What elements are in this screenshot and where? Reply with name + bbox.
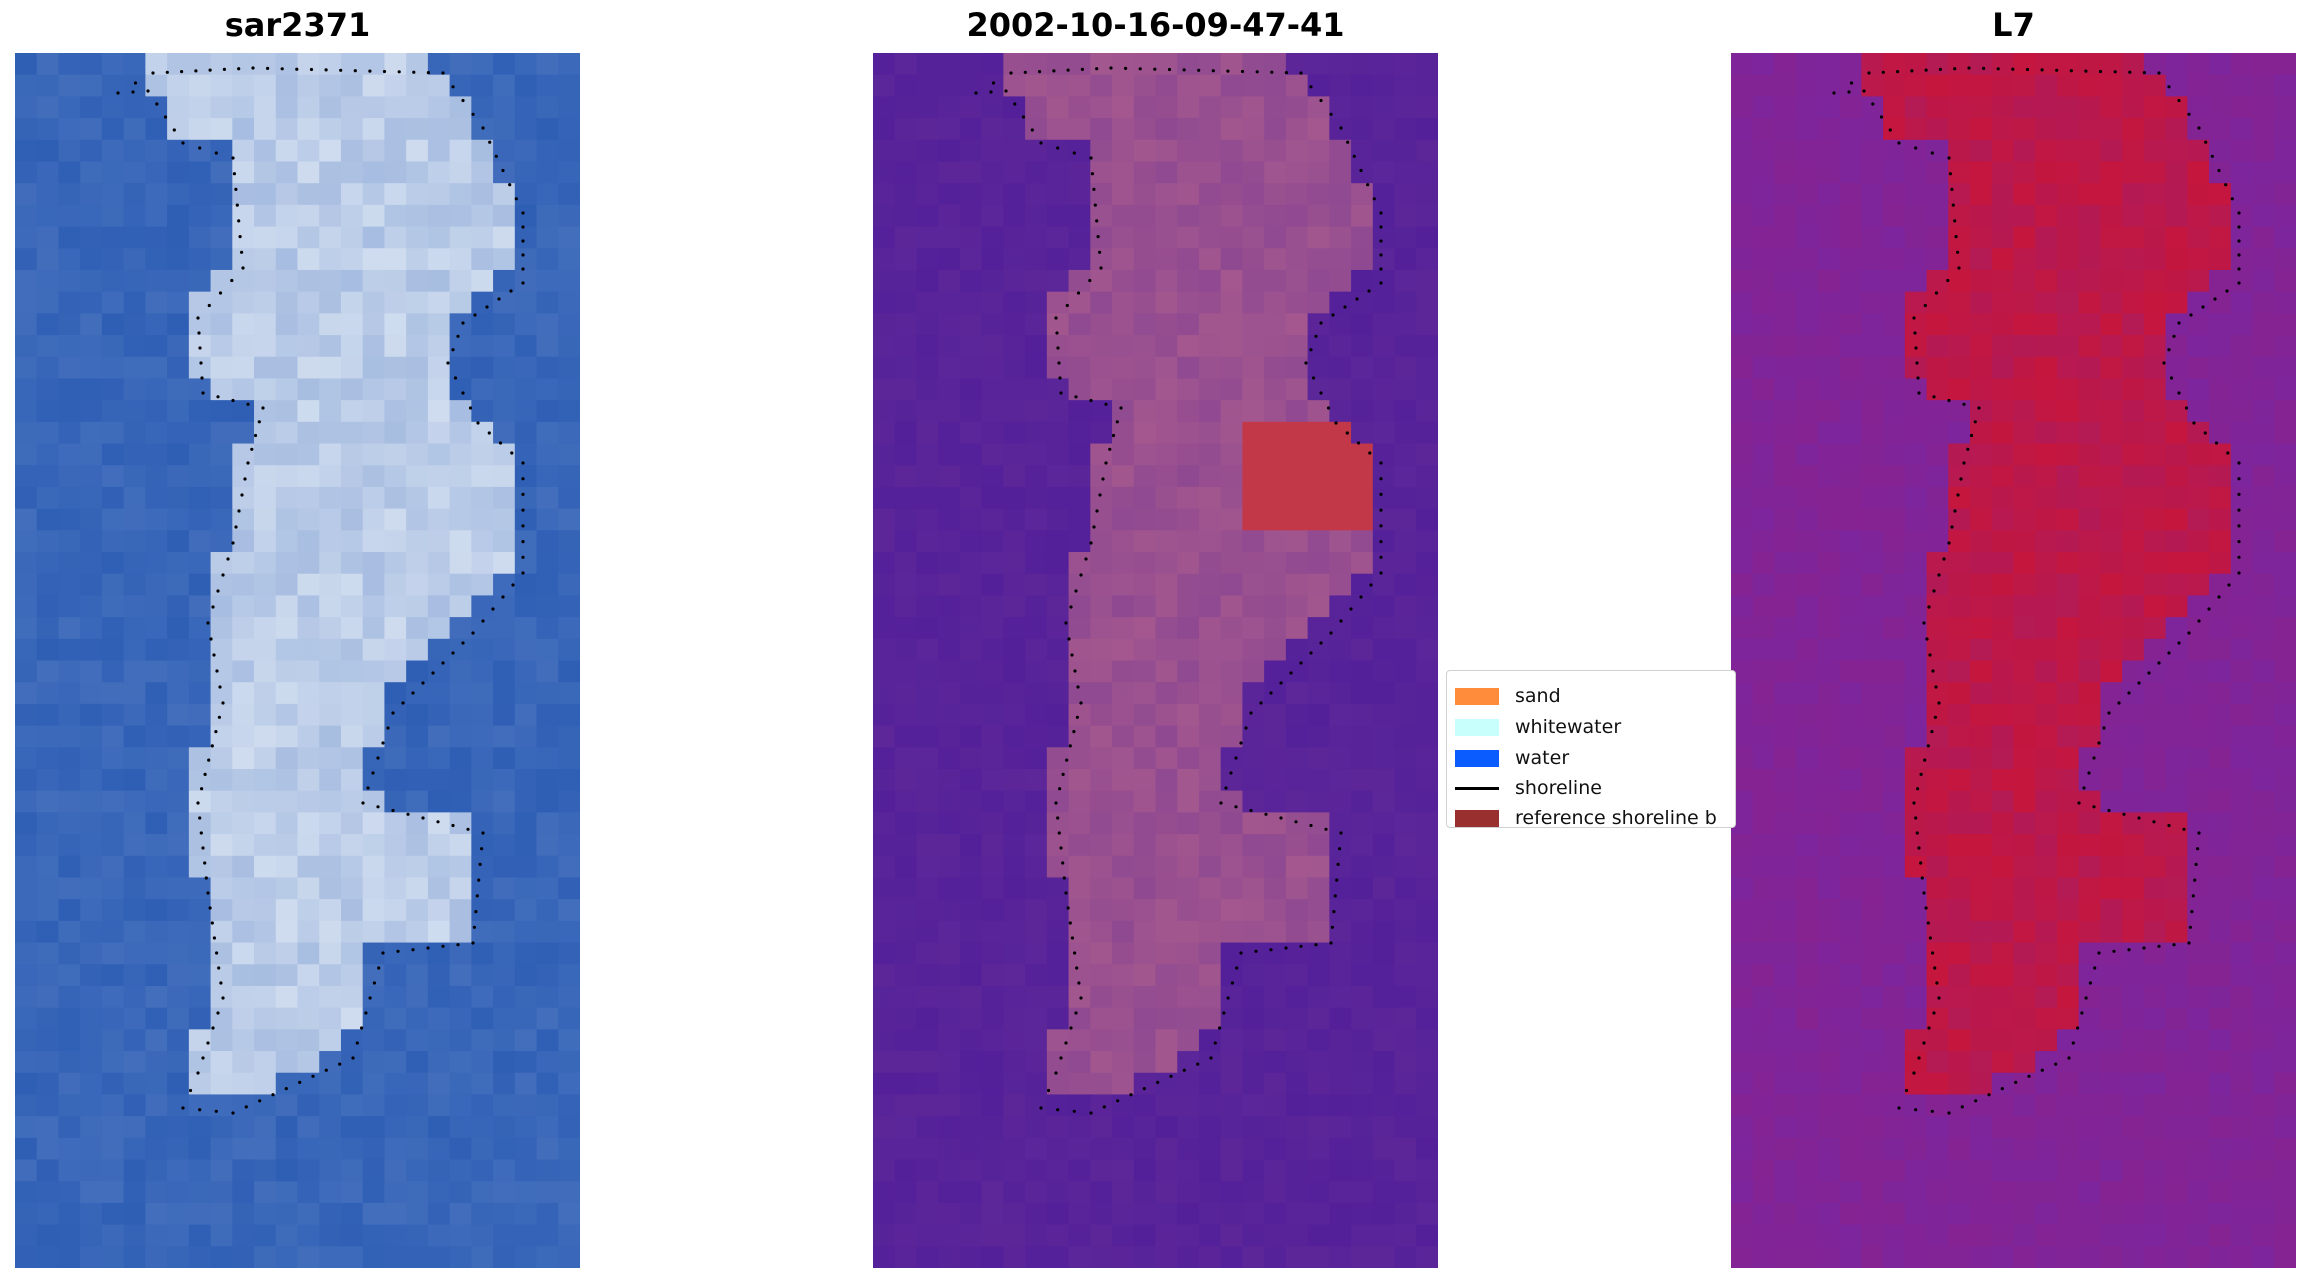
legend-label-reference-shoreline: reference shoreline b xyxy=(1515,807,1717,829)
water-swatch xyxy=(1455,750,1499,767)
whitewater-swatch xyxy=(1455,719,1499,736)
legend-label-sand: sand xyxy=(1515,685,1561,707)
legend-label-water: water xyxy=(1515,747,1570,769)
panel-title-rgb: sar2371 xyxy=(224,6,371,44)
panel-title-index: L7 xyxy=(1992,6,2035,44)
legend-label-whitewater: whitewater xyxy=(1515,716,1622,738)
legend-label-shoreline: shoreline xyxy=(1515,777,1602,799)
shoreline-line-icon xyxy=(1455,787,1499,790)
rgb-image xyxy=(15,53,580,1268)
index-image xyxy=(1731,53,2296,1268)
sand-swatch xyxy=(1455,688,1499,705)
rgb-image-panel xyxy=(15,53,580,1268)
classification-image xyxy=(873,53,1438,1268)
legend: sand whitewater water shoreline referenc… xyxy=(1446,670,1736,829)
reference-shoreline-swatch xyxy=(1455,810,1499,827)
classification-panel xyxy=(873,53,1438,1268)
panel-title-classification: 2002-10-16-09-47-41 xyxy=(966,6,1345,44)
index-panel xyxy=(1731,53,2296,1268)
